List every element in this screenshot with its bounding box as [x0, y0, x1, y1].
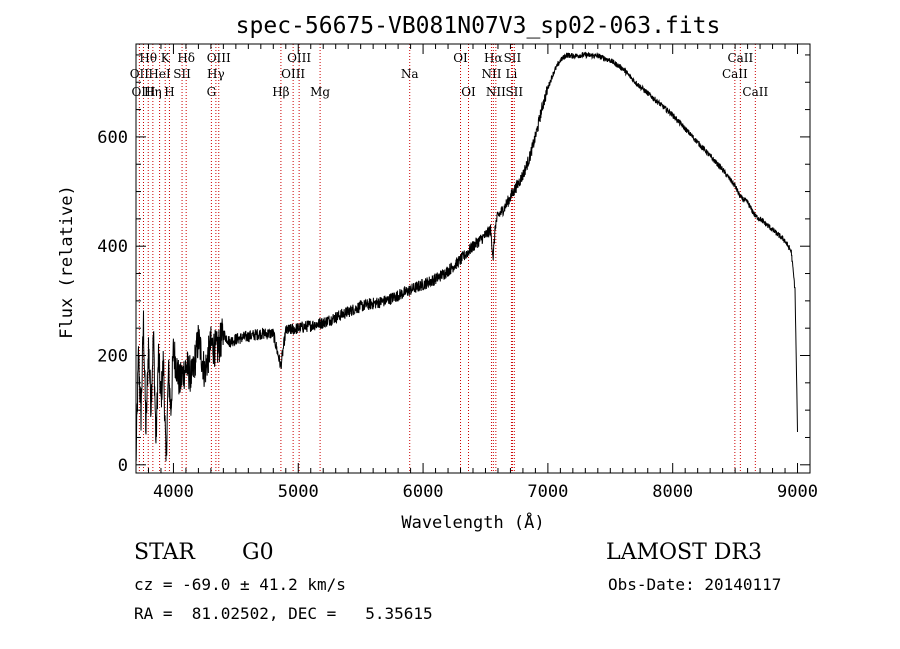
x-tick-label: 8000 [652, 482, 693, 502]
spectral-line-label: OIII [281, 67, 305, 81]
spectral-line-label: OI [461, 85, 476, 99]
spectral-line-label: Hγ [207, 67, 225, 81]
observation-date: Obs-Date: 20140117 [608, 575, 782, 594]
spectral-line-label: Hδ [177, 51, 195, 65]
spectral-line-label: Mg [310, 85, 330, 99]
object-class: STAR [134, 540, 195, 565]
spectral-line-label: K [161, 51, 171, 65]
spectral-line-label: G [207, 85, 217, 99]
spectral-line-label: Hα [484, 51, 503, 65]
spectral-line-label: NII [481, 67, 501, 81]
redshift-value: cz = -69.0 ± 41.2 km/s [134, 575, 346, 594]
spectral-line-label: OIII [207, 51, 231, 65]
spectral-line-label: H [164, 85, 174, 99]
spectrum-line [135, 51, 798, 462]
spectral-line-label: SII [173, 67, 191, 81]
spectral-line-label: Na [401, 67, 419, 81]
x-tick-label: 5000 [278, 482, 319, 502]
spectral-line-label: Hβ [272, 85, 289, 99]
sky-coordinates: RA = 81.02502, DEC = 5.35615 [134, 604, 433, 623]
survey-name: LAMOST DR3 [606, 540, 762, 565]
y-tick-label: 200 [97, 347, 128, 367]
spectral-line-label: CaII [722, 67, 748, 81]
object-subclass: G0 [242, 540, 274, 565]
spectral-line-label: CaII [742, 85, 768, 99]
spectral-line-label: Hη [144, 85, 162, 99]
plot-frame [135, 43, 811, 474]
chart-title: spec-56675-VB081N07V3_sp02-063.fits [236, 13, 721, 39]
spectral-line-label: HeI [148, 67, 171, 81]
spectral-line-label: OIII [131, 85, 155, 99]
y-tick-label: 600 [97, 128, 128, 148]
y-tick-label: 0 [118, 456, 128, 476]
x-tick-label: 9000 [777, 482, 818, 502]
spectral-line-label: OIII [287, 51, 311, 65]
spectral-line-label: SII [505, 85, 523, 99]
spectral-line-label: SII [504, 51, 522, 65]
spectral-line-label: CaII [727, 51, 753, 65]
y-tick-label: 400 [97, 237, 128, 257]
x-tick-label: 6000 [403, 482, 444, 502]
spectral-line-label: OI [453, 51, 468, 65]
x-tick-label: 7000 [527, 482, 568, 502]
x-tick-label: 4000 [153, 482, 194, 502]
x-axis-label: Wavelength (Å) [401, 511, 544, 533]
y-axis-label: Flux (relative) [57, 185, 77, 339]
spectral-line-label: NII [486, 85, 506, 99]
spectral-line-label: OII [130, 67, 150, 81]
spectral-line-label: Li [506, 67, 518, 81]
spectral-line-label: Hθ [139, 51, 157, 65]
